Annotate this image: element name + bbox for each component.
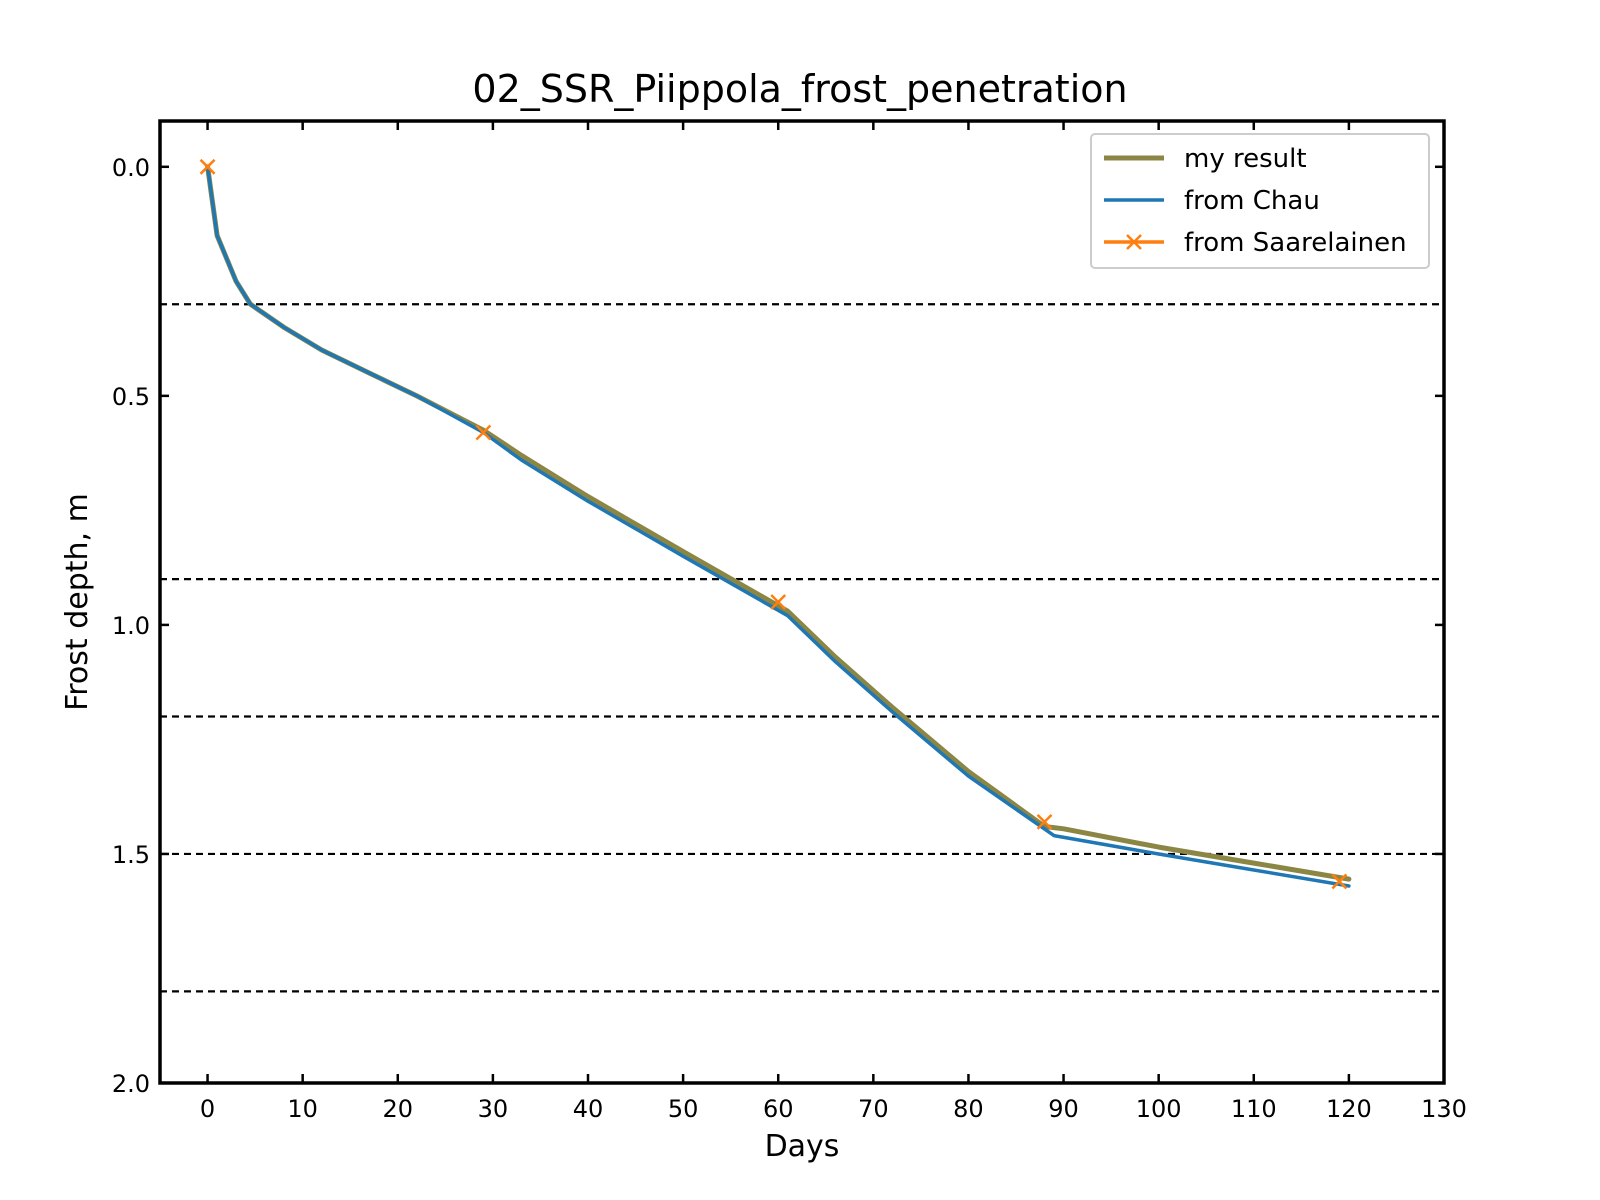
- saarelainen-point: [1036, 814, 1053, 830]
- chart-title: 02_SSR_Piippola_frost_penetration: [472, 67, 1127, 111]
- saarelainen-point: [1331, 873, 1348, 890]
- x-tick-label: 120: [1326, 1095, 1372, 1123]
- saarelainen-point: [199, 158, 216, 175]
- y-tick-label: 1.0: [112, 612, 150, 640]
- series-lines: [205, 164, 1352, 888]
- x-tick-label: 100: [1136, 1095, 1182, 1123]
- x-tick-label: 110: [1231, 1095, 1277, 1123]
- x-tick-label: 70: [858, 1095, 889, 1123]
- legend-label: my result: [1184, 144, 1307, 174]
- series-line-from-chau: [205, 165, 1351, 888]
- legend-label: from Saarelainen: [1184, 228, 1407, 258]
- x-axis-label: Days: [765, 1129, 840, 1164]
- y-axis-ticks: 0.0 0.5 1.0 1.5 2.0: [112, 154, 1444, 1098]
- saarelainen-point: [770, 594, 787, 610]
- y-tick-label: 1.5: [112, 841, 150, 869]
- x-tick-label: 60: [763, 1095, 794, 1123]
- x-tick-label: 80: [953, 1095, 984, 1123]
- x-tick-label: 40: [573, 1095, 604, 1123]
- legend: my result from Chau from Saarelainen: [1090, 133, 1430, 269]
- legend-label: from Chau: [1184, 186, 1320, 216]
- x-marker-stroke: [1036, 814, 1053, 830]
- legend-entries: my result from Chau from Saarelainen: [1104, 144, 1407, 258]
- x-marker-stroke: [770, 594, 787, 610]
- x-tick-label: 30: [478, 1095, 509, 1123]
- layer-boundary-lines: [160, 303, 1444, 993]
- y-tick-label: 2.0: [112, 1070, 150, 1098]
- series-markers: [199, 158, 1348, 890]
- y-tick-label: 0.5: [112, 383, 150, 411]
- x-marker-stroke: [199, 158, 216, 175]
- legend-box: [1090, 133, 1430, 269]
- x-tick-label: 130: [1421, 1095, 1467, 1123]
- y-axis-label: Frost depth, m: [60, 493, 95, 711]
- x-axis-ticks: 0 10 20 30 40 50 60 70 80 90 100 110 120 130: [200, 121, 1467, 1123]
- y-tick-label: 0.0: [112, 154, 150, 182]
- saarelainen-point: [475, 424, 492, 441]
- plot-frame: [158, 119, 1446, 1085]
- x-tick-label: 90: [1048, 1095, 1079, 1123]
- x-marker-stroke: [1331, 873, 1348, 890]
- legend-x-marker: [1126, 234, 1142, 250]
- x-tick-label: 0: [200, 1095, 215, 1123]
- x-tick-label: 10: [287, 1095, 318, 1123]
- x-marker-stroke: [475, 424, 492, 441]
- x-tick-label: 20: [383, 1095, 414, 1123]
- x-tick-label: 50: [668, 1095, 699, 1123]
